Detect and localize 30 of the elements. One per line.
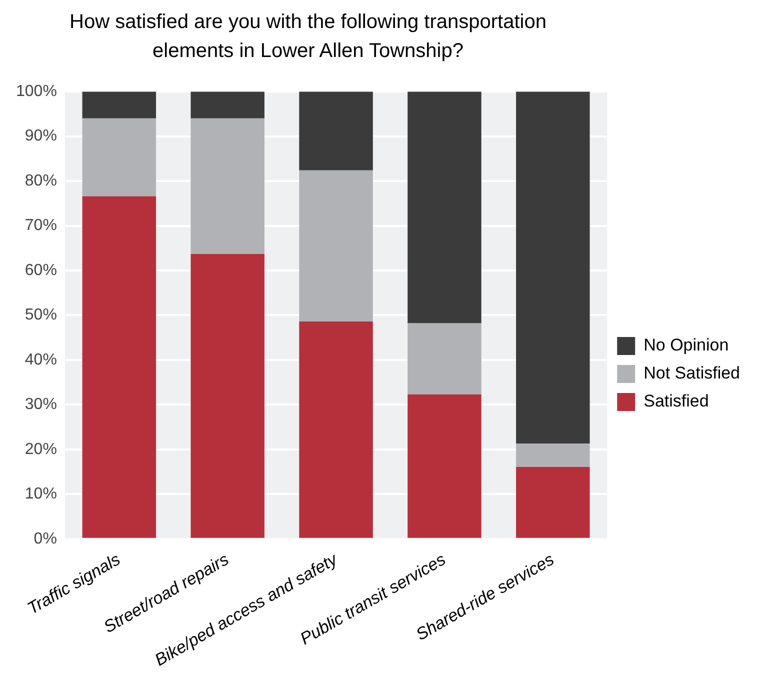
y-tick-label: 20%: [24, 440, 57, 458]
bar: [408, 92, 482, 324]
bar: [516, 92, 590, 444]
y-tick-label: 0%: [34, 530, 57, 548]
y-tick-label: 90%: [24, 128, 57, 145]
legend-label: Not Satisfied: [644, 364, 740, 383]
y-tick-label: 50%: [24, 306, 57, 324]
y-tick-label: 100%: [16, 83, 57, 100]
y-tick-label: 80%: [24, 172, 57, 190]
bar: [516, 444, 590, 467]
y-tick-label: 10%: [24, 486, 57, 503]
bar: [190, 92, 264, 118]
bar: [408, 323, 482, 394]
y-tick-label: 30%: [24, 396, 57, 414]
bar: [516, 466, 590, 538]
bar: [190, 118, 264, 254]
bar: [299, 170, 373, 322]
bar: [299, 92, 373, 170]
legend-label: No Opinion: [644, 336, 729, 355]
y-tick-label: 60%: [24, 262, 57, 279]
y-tick-label: 40%: [24, 351, 57, 368]
y-tick-label: 70%: [24, 217, 57, 234]
bar: [82, 196, 156, 538]
bar: [190, 254, 264, 538]
bar: [82, 92, 156, 118]
bar: [82, 118, 156, 196]
chart-title: How satisfied are you with the following transportation elements in Lower Allen Township?: [68, 10, 548, 64]
legend-label: Satisfied: [644, 392, 709, 411]
bar: [299, 321, 373, 538]
bar: [408, 394, 482, 538]
